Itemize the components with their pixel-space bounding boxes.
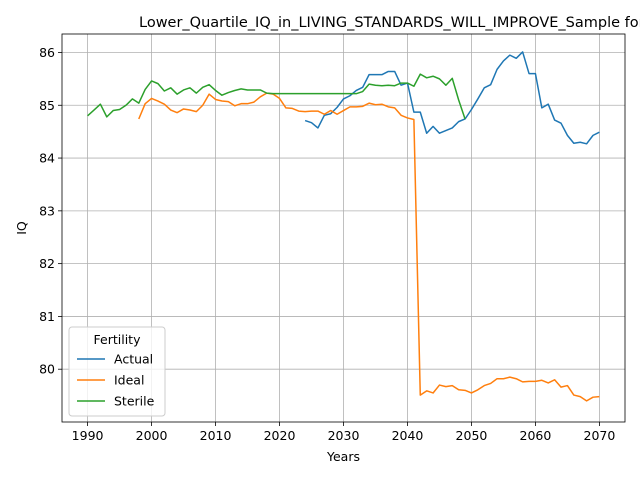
y-tick-label: 85 bbox=[39, 98, 55, 113]
legend-label-ideal: Ideal bbox=[114, 373, 144, 388]
series-line-actual bbox=[304, 51, 600, 145]
y-tick-label: 81 bbox=[39, 309, 55, 324]
series-line-ideal bbox=[138, 92, 600, 402]
legend: Fertility Actual Ideal Sterile bbox=[68, 326, 166, 417]
y-axis: 80 81 82 83 84 85 86 bbox=[39, 45, 62, 377]
y-tick-label: 83 bbox=[39, 203, 55, 218]
x-tick-label: 2010 bbox=[200, 428, 232, 443]
x-tick-label: 2040 bbox=[392, 428, 424, 443]
legend-entries: Actual Ideal Sterile bbox=[77, 352, 155, 409]
series-layer bbox=[87, 51, 600, 402]
x-tick-label: 2070 bbox=[584, 428, 616, 443]
x-tick-label: 2060 bbox=[520, 428, 552, 443]
x-tick-label: 2000 bbox=[136, 428, 168, 443]
series-line-sterile bbox=[87, 73, 466, 120]
y-axis-label: IQ bbox=[14, 221, 29, 235]
legend-box bbox=[68, 326, 166, 417]
y-tick-label: 84 bbox=[39, 151, 55, 166]
y-tick-label: 80 bbox=[39, 362, 55, 377]
x-axis-label: Years bbox=[326, 449, 360, 464]
x-tick-label: 2050 bbox=[456, 428, 488, 443]
legend-title: Fertility bbox=[94, 332, 142, 347]
x-axis: 1990 2000 2010 2020 2030 2040 2050 2060 2070 bbox=[72, 422, 616, 443]
legend-label-sterile: Sterile bbox=[114, 394, 155, 409]
chart-title: Lower_Quartile_IQ_in_LIVING_STANDARDS_WI… bbox=[139, 15, 640, 31]
x-tick-label: 2020 bbox=[264, 428, 296, 443]
x-tick-label: 2030 bbox=[328, 428, 360, 443]
y-tick-label: 86 bbox=[39, 45, 55, 60]
x-tick-label: 1990 bbox=[72, 428, 104, 443]
legend-label-actual: Actual bbox=[114, 352, 153, 367]
y-tick-label: 82 bbox=[39, 256, 55, 271]
